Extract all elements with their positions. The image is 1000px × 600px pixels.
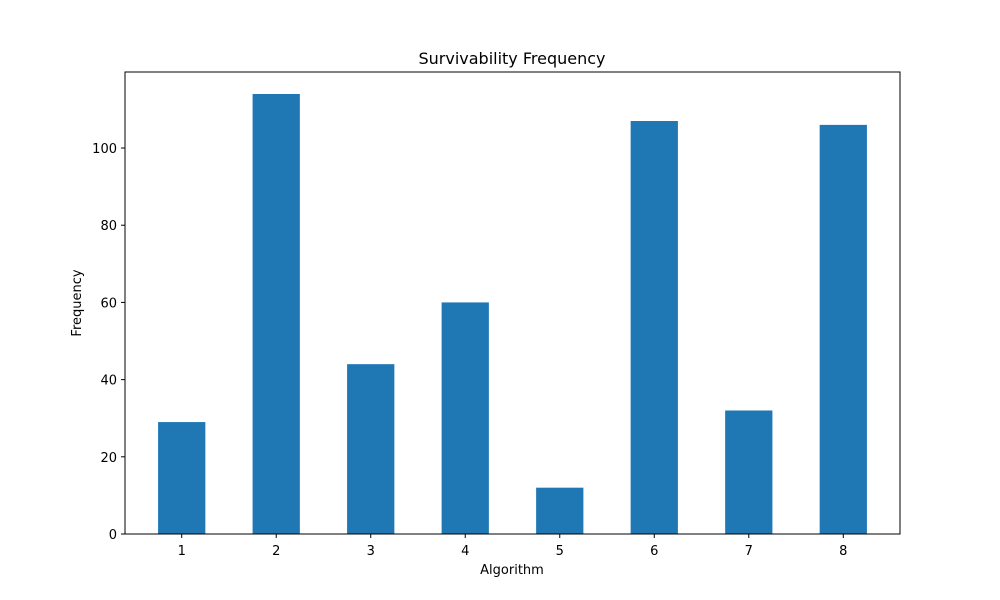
y-axis-label: Frequency <box>70 269 85 336</box>
y-tick-label: 40 <box>100 374 117 389</box>
y-tick-label: 20 <box>100 451 117 466</box>
x-tick-label: 8 <box>839 544 847 559</box>
chart-title: Survivability Frequency <box>418 49 605 68</box>
x-axis: 1 2 3 4 5 6 7 8 <box>178 534 847 559</box>
y-tick-label: 60 <box>100 296 117 311</box>
x-tick-label: 7 <box>745 544 753 559</box>
y-axis: 0 20 40 60 80 100 <box>92 142 125 543</box>
bar-4 <box>441 302 489 534</box>
x-tick-label: 3 <box>367 544 375 559</box>
x-tick-label: 4 <box>461 544 469 559</box>
bar-2 <box>252 94 300 534</box>
bar-1 <box>158 422 206 534</box>
x-axis-label: Algorithm <box>480 563 544 578</box>
x-tick-label: 6 <box>650 544 658 559</box>
x-tick-label: 5 <box>556 544 564 559</box>
y-tick-label: 100 <box>92 142 117 157</box>
plot-frame <box>124 71 901 535</box>
y-tick-label: 0 <box>109 528 117 543</box>
x-tick-label: 1 <box>178 544 186 559</box>
bar-7 <box>725 410 773 534</box>
bars-group <box>158 94 867 534</box>
bar-6 <box>630 121 678 534</box>
bar-5 <box>536 487 584 534</box>
bar-8 <box>819 124 867 534</box>
x-tick-label: 2 <box>272 544 280 559</box>
bar-3 <box>347 364 395 534</box>
y-tick-label: 80 <box>100 219 117 234</box>
